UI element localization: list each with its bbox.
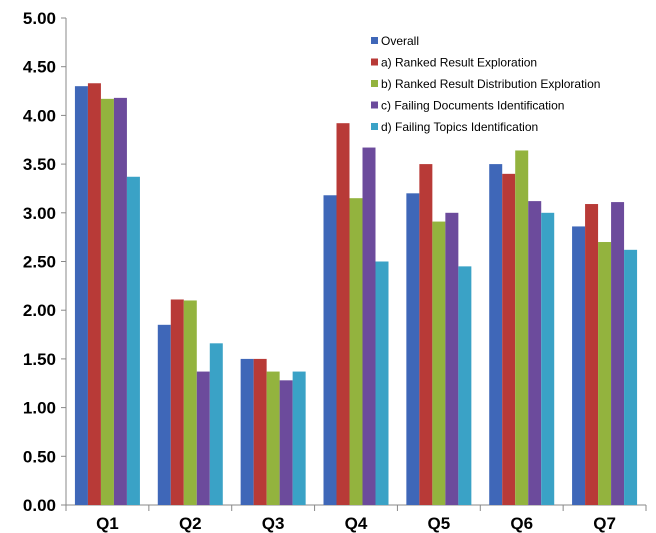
bar-q3-series-5	[292, 371, 306, 505]
legend: Overall a) Ranked Result Exploration b) Ra…	[371, 34, 600, 134]
bar-q4-series-1	[323, 195, 337, 505]
legend-label: a) Ranked Result Exploration	[381, 56, 537, 70]
bar-q5-series-4	[445, 212, 459, 506]
y-tick-label: 2.00	[23, 301, 56, 320]
bar-q7-series-4	[611, 202, 625, 505]
legend-swatch	[371, 101, 378, 109]
x-category-label: Q7	[593, 514, 616, 533]
bar-q1-series-3	[100, 98, 114, 505]
bar-q7-series-1	[572, 226, 586, 505]
x-axis-ticks: Q1 Q2 Q3 Q4 Q5 Q6 Q7	[65, 505, 647, 533]
y-tick-label: 5.00	[23, 9, 56, 28]
y-tick-label: 4.50	[23, 58, 56, 77]
x-category-label: Q5	[428, 514, 451, 533]
y-axis-ticks: 0.00 0.50 1.00 1.50 2.00 2.50 3.00 3.50 4.00 4.50…	[23, 9, 66, 515]
bar-q6-series-3	[515, 150, 529, 506]
y-tick-label: 3.00	[23, 204, 56, 223]
bar-q4-series-5	[375, 261, 389, 505]
bar-q6-series-1	[489, 164, 503, 505]
bar-q1-series-1	[74, 86, 88, 506]
x-category-label: Q3	[262, 514, 285, 533]
bar-q5-series-3	[432, 221, 446, 506]
bar-q4-series-2	[336, 123, 350, 505]
y-tick-label: 1.50	[23, 350, 56, 369]
y-tick-label: 0.50	[23, 447, 56, 466]
bar-q3-series-3	[266, 371, 280, 505]
bar-q3-series-4	[279, 380, 293, 505]
bar-q4-series-4	[362, 147, 376, 506]
bar-q3-series-2	[253, 358, 267, 505]
legend-label: Overall	[381, 34, 419, 48]
bar-q1-series-4	[113, 97, 127, 506]
bar-q4-series-3	[349, 198, 363, 505]
bar-q7-series-2	[585, 204, 599, 505]
legend-swatch	[371, 80, 378, 87]
bar-q2-series-5	[209, 343, 223, 505]
y-tick-label: 0.00	[23, 496, 56, 515]
y-tick-label: 2.50	[23, 253, 56, 272]
bar-q7-series-3	[598, 242, 612, 505]
legend-swatch	[371, 58, 378, 66]
bar-q7-series-5	[624, 249, 638, 505]
bar-q6-series-2	[502, 173, 516, 505]
legend-label: c) Failing Documents Identification	[381, 99, 564, 113]
bar-q1-series-2	[87, 83, 101, 506]
x-category-label: Q6	[510, 514, 533, 533]
y-tick-label: 4.00	[23, 106, 56, 125]
y-tick-label: 1.00	[23, 399, 56, 418]
bar-q2-series-3	[183, 300, 197, 505]
legend-label: d) Failing Topics Identification	[381, 120, 538, 134]
bar-q2-series-2	[170, 299, 184, 505]
legend-swatch	[371, 37, 378, 44]
bar-q6-series-5	[541, 212, 555, 506]
x-category-label: Q2	[179, 514, 202, 533]
bar-q2-series-4	[196, 371, 210, 505]
bar-q5-series-1	[406, 193, 420, 505]
bar-q1-series-5	[126, 176, 140, 505]
legend-label: b) Ranked Result Distribution Exploratio…	[381, 77, 600, 91]
bar-q2-series-1	[157, 324, 171, 505]
bar-q3-series-1	[240, 358, 254, 505]
bar-q6-series-4	[528, 201, 542, 505]
x-category-label: Q1	[96, 514, 119, 533]
bar-q5-series-2	[419, 164, 433, 505]
legend-swatch	[371, 123, 378, 130]
bar-q5-series-5	[458, 266, 472, 505]
x-category-label: Q4	[345, 514, 368, 533]
bars	[74, 83, 638, 506]
y-tick-label: 3.50	[23, 155, 56, 174]
